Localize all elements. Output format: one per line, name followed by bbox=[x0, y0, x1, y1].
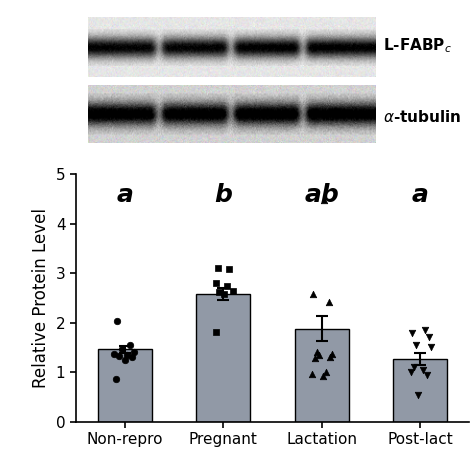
Point bbox=[328, 350, 335, 357]
Point bbox=[409, 329, 416, 337]
Text: a: a bbox=[411, 183, 428, 207]
Point bbox=[319, 373, 327, 380]
Point bbox=[326, 354, 333, 361]
Point bbox=[419, 366, 427, 374]
Point bbox=[427, 343, 435, 350]
Point bbox=[126, 341, 134, 349]
Bar bbox=[196, 293, 250, 422]
Point bbox=[313, 348, 320, 356]
Bar bbox=[393, 359, 447, 422]
Point bbox=[309, 290, 317, 298]
Point bbox=[215, 264, 222, 272]
Point bbox=[325, 298, 332, 306]
Point bbox=[113, 318, 121, 325]
Point bbox=[421, 327, 429, 334]
Text: b: b bbox=[214, 183, 232, 207]
Point bbox=[425, 333, 433, 340]
Point bbox=[121, 356, 129, 364]
Point bbox=[226, 265, 233, 273]
Point bbox=[315, 351, 323, 359]
Point bbox=[110, 350, 118, 357]
Text: ab: ab bbox=[304, 183, 339, 207]
Point bbox=[216, 288, 223, 296]
Point bbox=[410, 364, 418, 371]
Point bbox=[118, 345, 126, 353]
Point bbox=[213, 328, 220, 336]
Bar bbox=[98, 349, 152, 422]
Point bbox=[414, 391, 422, 399]
Point bbox=[128, 354, 136, 361]
Point bbox=[412, 341, 420, 349]
Point bbox=[115, 352, 123, 360]
Point bbox=[322, 369, 329, 376]
Text: a: a bbox=[117, 183, 134, 207]
Point bbox=[123, 351, 131, 359]
Text: L-FABP$_c$: L-FABP$_c$ bbox=[383, 36, 452, 55]
Y-axis label: Relative Protein Level: Relative Protein Level bbox=[32, 208, 50, 388]
Point bbox=[220, 290, 228, 298]
Point bbox=[320, 197, 328, 204]
Point bbox=[112, 375, 120, 383]
Point bbox=[224, 282, 231, 290]
Point bbox=[212, 279, 219, 287]
Text: $\alpha$-tubulin: $\alpha$-tubulin bbox=[383, 109, 461, 125]
Bar bbox=[295, 329, 349, 422]
Point bbox=[311, 355, 319, 362]
Point bbox=[229, 287, 237, 294]
Point bbox=[308, 370, 316, 378]
Point bbox=[423, 371, 431, 379]
Point bbox=[408, 369, 415, 376]
Point bbox=[130, 348, 137, 356]
